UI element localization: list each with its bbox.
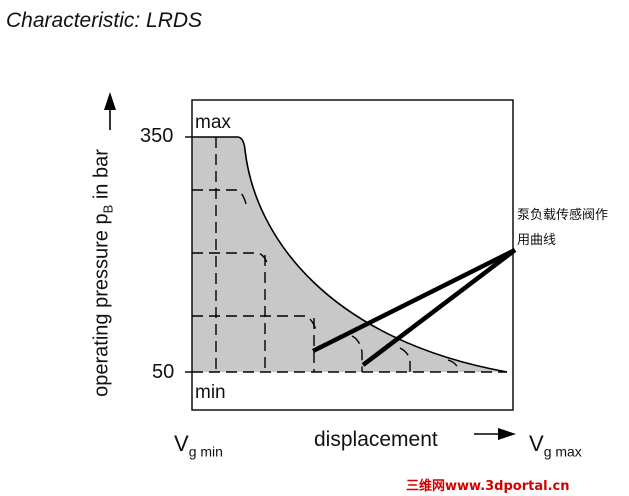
x-axis-min-main: V [174,431,189,456]
power-curve [192,136,508,373]
x-axis-max-main: V [529,431,544,456]
annotation-line-2: 用曲线 [517,233,557,248]
annotation-line-1: 泵负载传感阀作 [517,208,609,223]
y-tick-label-high: 350 [140,125,174,147]
leader-line-2 [361,248,517,367]
annotation-leaders [311,247,517,367]
x-axis-max-label: Vg max [529,431,582,459]
disp-line-6 [447,359,459,372]
x-axis-label: displacement [314,428,438,451]
displacement-lines [215,137,459,372]
min-label: min [195,382,226,403]
x-axis-arrow-icon [474,428,516,440]
pressure-level-lines [192,189,507,373]
x-axis-min-label: Vg min [174,431,223,459]
level-line-2 [192,252,269,267]
y-axis-arrow-icon [104,92,116,130]
disp-line-5 [399,347,411,372]
disp-line-4 [351,335,363,372]
x-axis-max-sub: g max [543,443,582,460]
level-line-1 [192,189,247,205]
y-tick-label-low: 50 [152,361,175,383]
max-label: max [195,112,231,133]
x-axis-min-sub: g min [188,443,223,460]
plot-frame [191,99,514,411]
characteristic-area [192,137,507,372]
leader-line-1 [311,247,517,354]
watermark-text: 三维网www.3dportal.cn [406,479,570,494]
level-line-3 [192,315,317,331]
chart-title: Characteristic: LRDS [6,9,203,32]
